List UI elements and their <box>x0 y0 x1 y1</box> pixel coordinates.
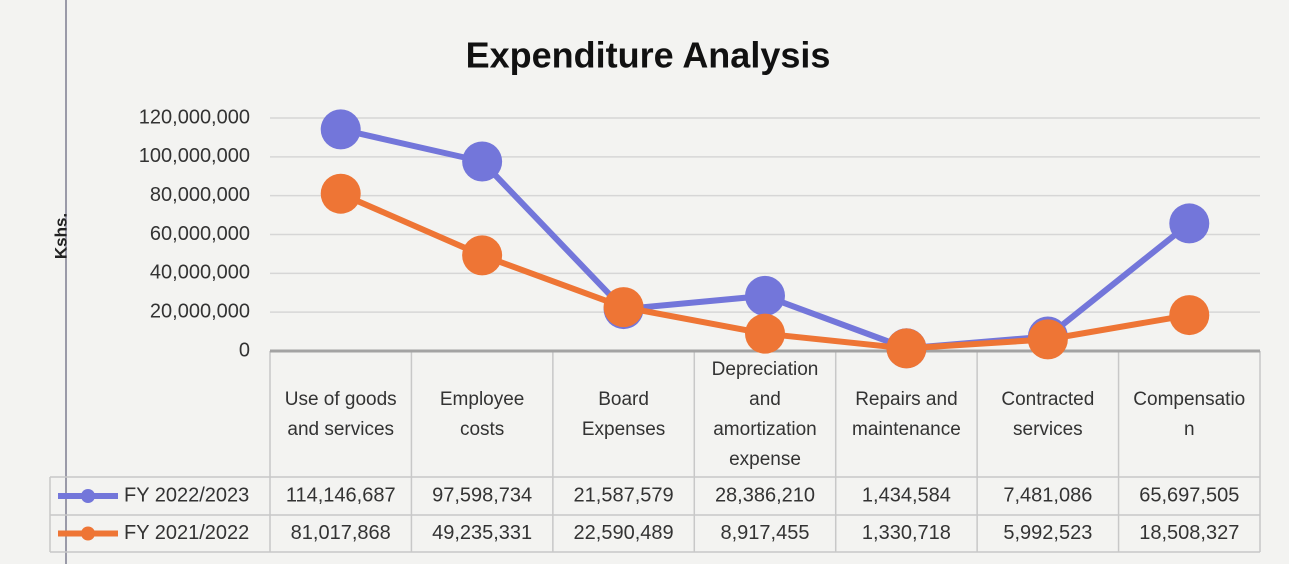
table-value: 1,434,584 <box>862 484 951 506</box>
category-cell: Use of goods and services <box>284 389 397 440</box>
marker <box>886 328 927 369</box>
table-value: 18,508,327 <box>1139 522 1239 544</box>
legend-label: FY 2022/2023 <box>124 484 249 506</box>
y-tick-label: 0 <box>239 339 250 361</box>
x-tick-label: Compensation <box>1133 389 1246 440</box>
category-cell: Repairs and maintenance <box>852 389 961 440</box>
table-value: 114,146,687 <box>286 484 396 506</box>
table-value: 5,992,523 <box>1003 522 1092 544</box>
chart-title: Expenditure Analysis <box>466 35 831 76</box>
legend-label: FY 2021/2022 <box>124 522 249 544</box>
table-value: 21,587,579 <box>574 484 674 506</box>
table-value: 65,697,505 <box>1139 484 1239 506</box>
marker <box>1169 203 1210 244</box>
table-value: 8,917,455 <box>721 522 810 544</box>
category-cell: Compensation <box>1133 389 1246 440</box>
x-tick-label: Contracted services <box>1001 389 1095 440</box>
table-value: 7,481,086 <box>1003 484 1092 506</box>
table-value: 49,235,331 <box>432 522 532 544</box>
legend-marker <box>81 526 95 541</box>
x-tick-label: Employee costs <box>439 389 525 440</box>
y-tick-label: 60,000,000 <box>150 223 250 245</box>
x-tick-label: Depreciation and amortization expense <box>711 359 819 470</box>
marker <box>320 173 361 214</box>
x-tick-label: Repairs and maintenance <box>852 389 961 440</box>
y-tick-label: 120,000,000 <box>139 106 250 128</box>
y-tick-label: 40,000,000 <box>150 262 250 284</box>
marker <box>1027 319 1068 360</box>
marker <box>745 313 785 354</box>
marker <box>462 235 503 276</box>
category-cell: Board Expenses <box>581 389 666 440</box>
y-axis-label: Kshs. <box>51 213 70 259</box>
marker <box>603 287 644 328</box>
marker <box>1169 295 1210 336</box>
table-value: 22,590,489 <box>574 522 674 544</box>
category-cell: Contracted services <box>1001 389 1095 440</box>
table-value: 1,330,718 <box>862 522 951 544</box>
category-cell: Employee costs <box>439 389 525 440</box>
x-tick-label: Board Expenses <box>581 389 666 440</box>
table-value: 28,386,210 <box>715 484 815 506</box>
y-tick-label: 100,000,000 <box>139 145 250 167</box>
category-cell: Depreciation and amortization expense <box>711 359 819 470</box>
legend-marker <box>81 489 95 503</box>
y-tick-label: 20,000,000 <box>150 300 250 322</box>
marker <box>320 109 361 150</box>
marker <box>745 275 785 316</box>
table-value: 81,017,868 <box>291 522 391 544</box>
y-tick-label: 80,000,000 <box>150 184 250 206</box>
x-tick-label: Use of goods and services <box>284 389 397 440</box>
table-value: 97,598,734 <box>432 484 532 506</box>
marker <box>462 141 503 182</box>
